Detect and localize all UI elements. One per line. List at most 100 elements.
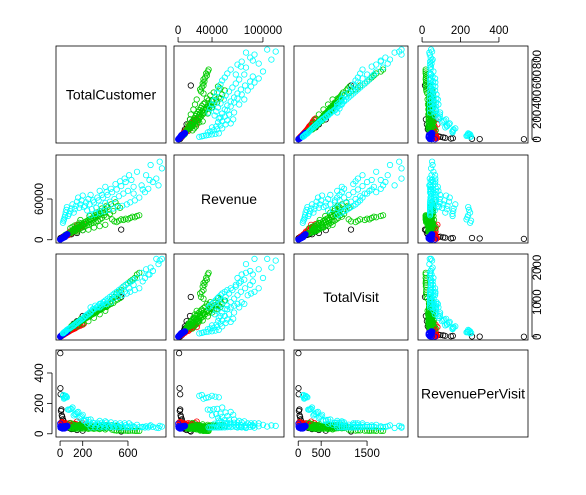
point-cluster-5 xyxy=(215,85,222,92)
point-cluster-5 xyxy=(212,297,219,304)
point-cluster-5 xyxy=(204,406,211,413)
point-cluster-5 xyxy=(236,304,243,311)
point-cluster-3 xyxy=(324,223,332,230)
point-cluster-5 xyxy=(155,260,162,268)
point-cluster-5 xyxy=(338,418,345,425)
point-cluster-1 xyxy=(295,407,302,415)
panel-TotalCustomer-TotalVisit xyxy=(293,45,409,144)
point-cluster-5 xyxy=(62,209,69,216)
point-cluster-5 xyxy=(300,391,307,399)
point-cluster-3 xyxy=(198,84,205,91)
point-cluster-5 xyxy=(225,88,233,95)
point-cluster-5 xyxy=(139,423,146,430)
tick-label-bottom-TotalVisit: 0 xyxy=(295,448,301,460)
point-cluster-5 xyxy=(377,423,384,430)
point-cluster-3 xyxy=(102,307,109,314)
point-cluster-5 xyxy=(465,204,472,211)
point-cluster-5 xyxy=(300,133,307,140)
point-cluster-5 xyxy=(432,79,439,86)
point-cluster-3 xyxy=(200,280,207,287)
point-cluster-3 xyxy=(199,118,206,125)
point-cluster-5 xyxy=(299,133,306,140)
point-cluster-5 xyxy=(427,278,434,285)
panel-TotalVisit-TotalVisit xyxy=(293,253,409,341)
point-cluster-5 xyxy=(450,208,457,215)
point-cluster-3 xyxy=(103,303,110,311)
point-cluster-5 xyxy=(133,274,141,282)
point-cluster-5 xyxy=(382,423,389,430)
point-cluster-3 xyxy=(136,212,143,219)
point-cluster-5 xyxy=(386,161,394,169)
point-cluster-5 xyxy=(382,54,389,61)
point-cluster-5 xyxy=(301,216,308,223)
point-cluster-5 xyxy=(110,205,117,212)
tick-label-top-Revenue: 100000 xyxy=(244,25,282,37)
point-cluster-5 xyxy=(427,71,434,78)
point-cluster-5 xyxy=(314,194,322,201)
point-cluster-1 xyxy=(177,412,184,419)
point-cluster-1 xyxy=(295,350,302,357)
point-cluster-5 xyxy=(238,91,245,98)
point-cluster-5 xyxy=(219,413,226,420)
point-cluster-5 xyxy=(350,189,357,196)
point-cluster-5 xyxy=(94,194,101,201)
point-cluster-1 xyxy=(177,391,184,398)
point-cluster-5 xyxy=(452,201,459,208)
point-cluster-5 xyxy=(398,175,405,182)
point-cluster-5 xyxy=(230,116,237,123)
point-cluster-5 xyxy=(211,311,218,318)
point-cluster-5 xyxy=(426,105,434,112)
point-cluster-3 xyxy=(199,283,206,290)
panel-Revenue-TotalVisit xyxy=(293,154,409,244)
point-cluster-5 xyxy=(215,326,222,333)
point-cluster-5 xyxy=(241,276,248,283)
point-cluster-5 xyxy=(377,57,384,64)
point-cluster-3 xyxy=(432,225,439,232)
point-cluster-5 xyxy=(368,63,375,70)
point-cluster-5 xyxy=(463,132,470,139)
point-cluster-5 xyxy=(466,330,474,337)
point-cluster-3 xyxy=(431,223,438,230)
point-cluster-3 xyxy=(76,421,83,429)
point-cluster-1 xyxy=(187,82,194,89)
point-cluster-5 xyxy=(87,191,94,198)
point-cluster-3 xyxy=(191,125,198,132)
point-cluster-5 xyxy=(310,412,317,419)
point-cluster-5 xyxy=(196,392,203,399)
point-cluster-4 xyxy=(176,134,183,141)
tick-label-left-RevenuePerVisit: 400 xyxy=(34,363,46,382)
tick-label-right-TotalVisit: 1000 xyxy=(532,289,544,315)
point-cluster-5 xyxy=(149,178,156,186)
point-cluster-5 xyxy=(156,158,163,165)
panel-TotalCustomer-Revenue xyxy=(173,45,285,144)
point-cluster-5 xyxy=(105,206,112,213)
point-cluster-5 xyxy=(107,185,115,192)
point-cluster-3 xyxy=(326,216,333,224)
point-cluster-5 xyxy=(208,412,216,419)
point-cluster-3 xyxy=(426,117,434,125)
point-cluster-5 xyxy=(101,208,108,215)
point-cluster-5 xyxy=(248,290,255,297)
point-cluster-5 xyxy=(327,191,334,198)
point-cluster-3 xyxy=(430,212,437,220)
point-cluster-3 xyxy=(77,421,84,428)
point-cluster-5 xyxy=(329,206,336,213)
point-cluster-5 xyxy=(146,176,153,184)
point-cluster-5 xyxy=(268,264,275,271)
point-cluster-5 xyxy=(213,108,220,115)
point-cluster-5 xyxy=(428,158,436,165)
point-cluster-5 xyxy=(227,103,234,110)
point-cluster-5 xyxy=(436,109,444,116)
point-cluster-1 xyxy=(347,226,355,233)
point-cluster-3 xyxy=(189,127,196,134)
point-cluster-5 xyxy=(111,195,118,203)
point-cluster-5 xyxy=(123,201,130,208)
point-cluster-5 xyxy=(128,278,135,285)
point-cluster-5 xyxy=(155,182,162,189)
point-cluster-5 xyxy=(76,204,83,211)
tick-label-bottom-TotalCustomer: 600 xyxy=(118,448,137,460)
point-cluster-5 xyxy=(224,107,231,114)
point-cluster-3 xyxy=(197,86,204,93)
panel-TotalVisit-RevenuePerVisit xyxy=(417,253,529,341)
point-cluster-3 xyxy=(217,95,224,102)
